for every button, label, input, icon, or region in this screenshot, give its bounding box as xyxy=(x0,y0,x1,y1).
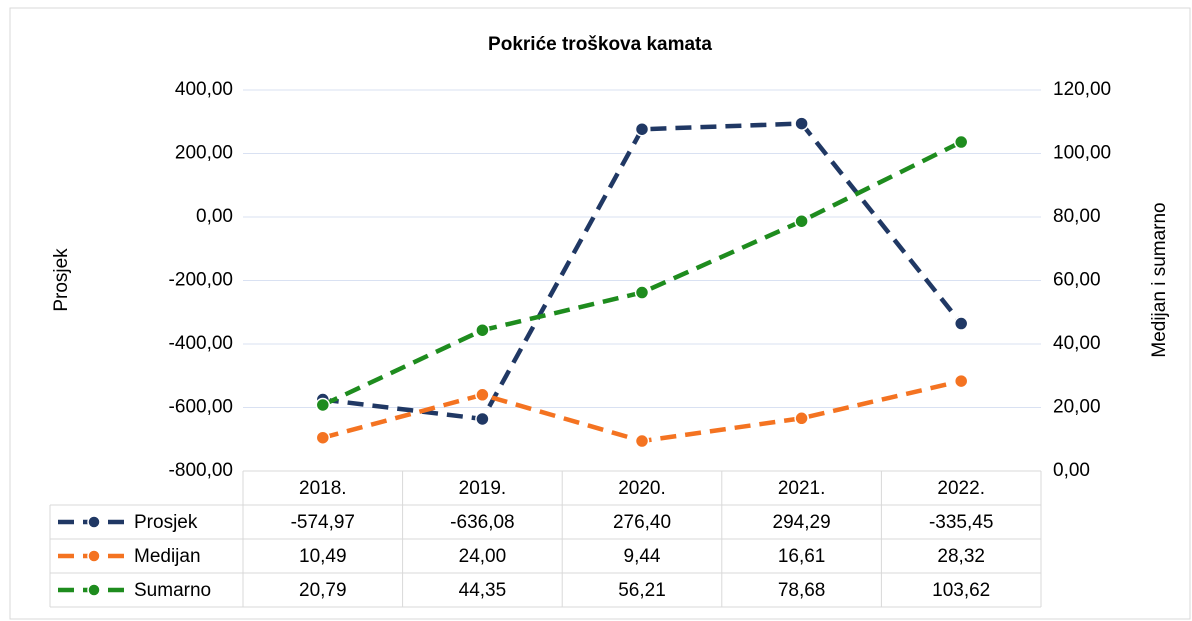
point xyxy=(794,213,809,229)
y-tick-label: -800,00 xyxy=(169,460,233,481)
table-header: 2018. xyxy=(299,478,347,499)
y2-axis-label: Medijan i sumarno xyxy=(1149,202,1170,357)
table-header: 2019. xyxy=(459,478,507,499)
point xyxy=(953,134,969,150)
table-cell: 9,44 xyxy=(624,546,661,567)
y2-tick-label: 80,00 xyxy=(1053,206,1101,227)
point xyxy=(794,116,809,131)
legend-marker xyxy=(87,515,101,529)
table-cell: 16,61 xyxy=(778,546,826,567)
table-cell: -636,08 xyxy=(450,512,514,533)
chart-frame xyxy=(9,7,1191,620)
table-cell: 78,68 xyxy=(778,580,826,601)
table-cell: 20,79 xyxy=(299,580,347,601)
legend-label: Prosjek xyxy=(134,512,198,533)
y-tick-label: -600,00 xyxy=(169,397,233,418)
table-cell: 276,40 xyxy=(613,512,671,533)
point xyxy=(634,433,650,449)
table-cell: 103,62 xyxy=(932,580,990,601)
legend-marker xyxy=(87,549,101,563)
point xyxy=(794,411,809,426)
y2-tick-label: 100,00 xyxy=(1053,143,1111,164)
y-tick-label: 200,00 xyxy=(175,143,233,164)
y2-tick-label: 120,00 xyxy=(1053,79,1111,100)
table-cell: 10,49 xyxy=(299,546,347,567)
y-tick-label: 400,00 xyxy=(175,79,233,100)
table-header: 2021. xyxy=(778,478,826,499)
table-cell: 28,32 xyxy=(937,546,985,567)
table-header: 2020. xyxy=(618,478,666,499)
point xyxy=(953,316,969,331)
y2-tick-label: 20,00 xyxy=(1053,397,1101,418)
point xyxy=(953,373,969,389)
table-cell: -574,97 xyxy=(291,512,355,533)
point xyxy=(315,397,331,413)
point xyxy=(475,411,490,427)
y-tick-label: 0,00 xyxy=(196,206,233,227)
point xyxy=(634,121,650,137)
table-header: 2022. xyxy=(937,478,985,499)
y2-tick-label: 0,00 xyxy=(1053,460,1090,481)
y-axis-label: Prosjek xyxy=(51,248,72,312)
point xyxy=(475,387,490,403)
point xyxy=(315,430,331,445)
point xyxy=(634,285,650,300)
legend-marker xyxy=(87,583,101,597)
table-cell: 44,35 xyxy=(459,580,507,601)
table-cell: -335,45 xyxy=(929,512,993,533)
y2-tick-label: 40,00 xyxy=(1053,333,1101,354)
table-cell: 294,29 xyxy=(773,512,831,533)
table-cell: 24,00 xyxy=(459,546,507,567)
legend-label: Medijan xyxy=(134,546,201,567)
y2-tick-label: 60,00 xyxy=(1053,270,1101,291)
point xyxy=(475,322,490,338)
legend-label: Sumarno xyxy=(134,580,211,601)
chart-title: Pokriće troškova kamata xyxy=(488,34,712,55)
y-tick-label: -200,00 xyxy=(169,270,233,291)
y-tick-label: -400,00 xyxy=(169,333,233,354)
table-cell: 56,21 xyxy=(618,580,666,601)
series-line xyxy=(322,121,963,422)
